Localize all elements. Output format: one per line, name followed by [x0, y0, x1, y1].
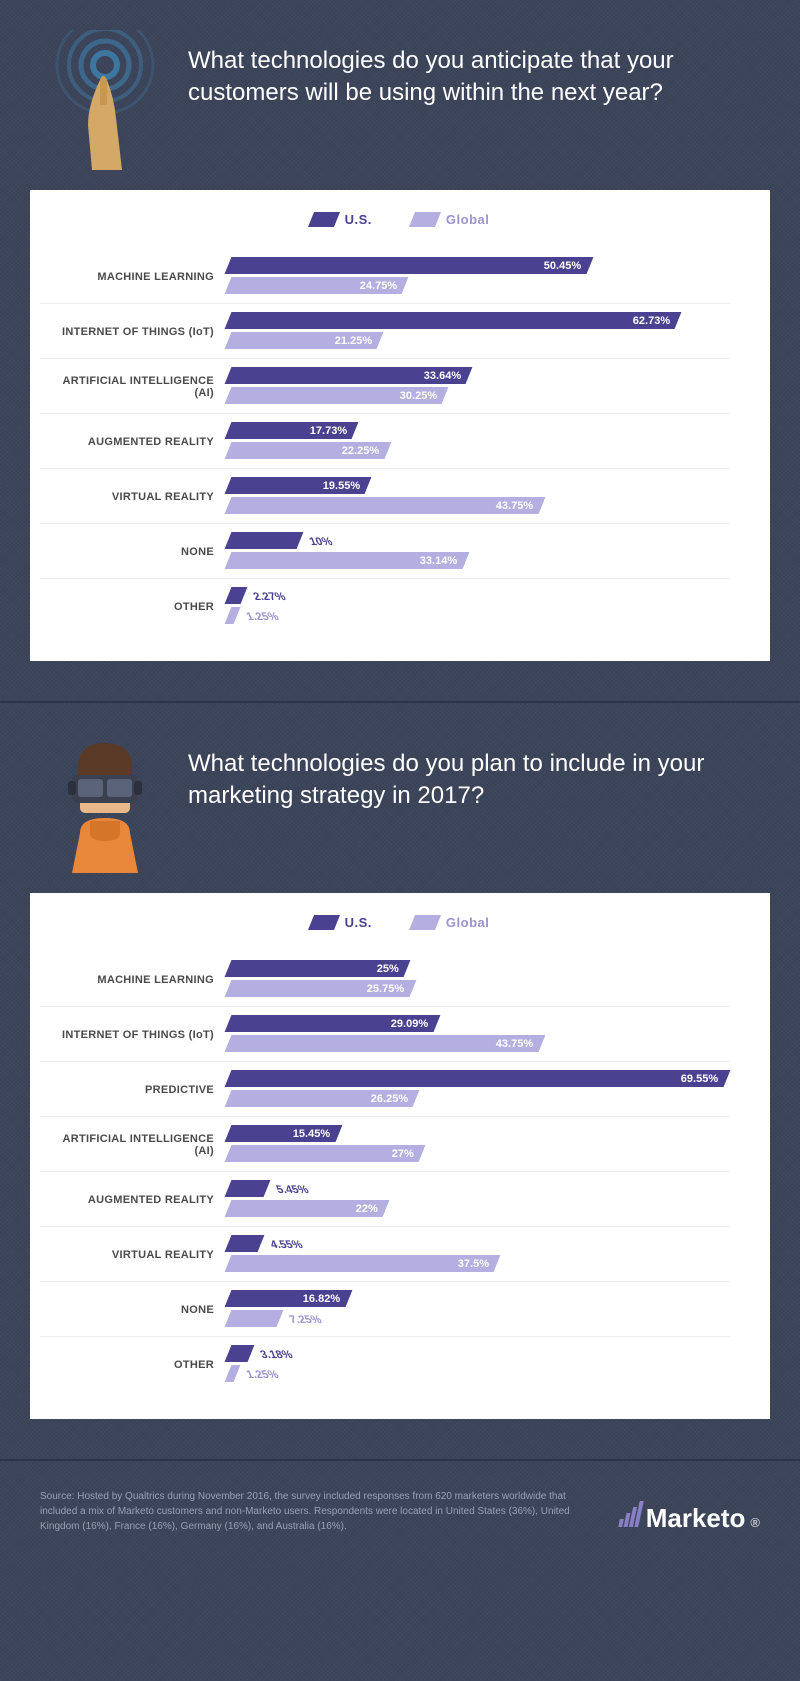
row-label: NONE	[40, 1304, 228, 1316]
bar-us: 33.64%	[225, 367, 473, 384]
bar-global: 24.75%	[225, 277, 409, 294]
bar-us: 25%	[225, 960, 411, 977]
row-label: INTERNET OF THINGS (IoT)	[40, 326, 228, 338]
chart-panel: What technologies do you anticipate that…	[0, 0, 800, 703]
bar-global: 30.25%	[225, 387, 449, 404]
bar-row: INTERNET OF THINGS (IoT) 62.73% 21.25%	[40, 303, 730, 352]
footer: Source: Hosted by Qualtrics during Novem…	[0, 1461, 800, 1582]
bar-us	[225, 1180, 271, 1197]
bar-global: 37.5%	[225, 1255, 501, 1272]
row-label: NONE	[40, 546, 228, 558]
row-label: VIRTUAL REALITY	[40, 491, 228, 503]
row-label: MACHINE LEARNING	[40, 974, 228, 986]
bar-global: 27%	[225, 1145, 425, 1162]
bar-us: 69.55%	[225, 1070, 731, 1087]
row-label: OTHER	[40, 601, 228, 613]
bar-global: 33.14%	[225, 552, 470, 569]
bar-row: AUGMENTED REALITY 5.45% 22%	[40, 1171, 730, 1220]
row-label: PREDICTIVE	[40, 1084, 228, 1096]
bar-row: MACHINE LEARNING 25% 25.75%	[40, 952, 730, 1000]
legend: U.S. Global	[30, 198, 770, 249]
bar-global: 43.75%	[225, 497, 546, 514]
bar-global: 43.75%	[225, 1035, 546, 1052]
legend-us: U.S.	[311, 212, 372, 227]
bar-row: INTERNET OF THINGS (IoT) 29.09% 43.75%	[40, 1006, 730, 1055]
vr-icon	[30, 733, 170, 873]
bar-us	[225, 1345, 255, 1362]
bar-us: 19.55%	[225, 477, 372, 494]
bar-global: 26.25%	[225, 1090, 420, 1107]
row-label: AUGMENTED REALITY	[40, 436, 228, 448]
legend-us: U.S.	[311, 915, 372, 930]
bar-global: 22.25%	[225, 442, 391, 459]
bar-row: NONE 10% 33.14%	[40, 523, 730, 572]
legend-global: Global	[412, 915, 489, 930]
brand-logo: Marketo®	[619, 1501, 760, 1534]
bar-row: ARTIFICIAL INTELLIGENCE (AI) 15.45% 27%	[40, 1116, 730, 1165]
bar-row: OTHER 3.18% 1.25%	[40, 1336, 730, 1385]
bar-us: 17.73%	[225, 422, 359, 439]
bar-row: NONE 16.82% 7.25%	[40, 1281, 730, 1330]
row-label: ARTIFICIAL INTELLIGENCE (AI)	[40, 375, 228, 399]
bar-us: 50.45%	[225, 257, 594, 274]
chart-panel: What technologies do you plan to include…	[0, 703, 800, 1461]
bar-row: ARTIFICIAL INTELLIGENCE (AI) 33.64% 30.2…	[40, 358, 730, 407]
panel-title: What technologies do you plan to include…	[188, 733, 770, 813]
bar-us: 16.82%	[225, 1290, 352, 1307]
source-text: Source: Hosted by Qualtrics during Novem…	[40, 1489, 589, 1534]
bar-row: PREDICTIVE 69.55% 26.25%	[40, 1061, 730, 1110]
row-label: VIRTUAL REALITY	[40, 1249, 228, 1261]
bar-row: AUGMENTED REALITY 17.73% 22.25%	[40, 413, 730, 462]
chart-card: U.S. Global MACHINE LEARNING 50.45% 24.7…	[30, 190, 770, 661]
bar-global	[225, 1310, 284, 1327]
bar-global: 22%	[225, 1200, 390, 1217]
bar-row: VIRTUAL REALITY 19.55% 43.75%	[40, 468, 730, 517]
bar-us	[225, 532, 304, 549]
bar-us: 15.45%	[225, 1125, 343, 1142]
bar-us: 29.09%	[225, 1015, 440, 1032]
bar-us: 62.73%	[225, 312, 682, 329]
row-label: OTHER	[40, 1359, 228, 1371]
row-label: ARTIFICIAL INTELLIGENCE (AI)	[40, 1133, 228, 1157]
hand-icon	[30, 30, 170, 170]
legend-global: Global	[412, 212, 489, 227]
bar-global: 25.75%	[225, 980, 417, 997]
panel-title: What technologies do you anticipate that…	[188, 30, 770, 110]
bar-us	[225, 587, 248, 604]
bar-us	[225, 1235, 264, 1252]
bar-row: MACHINE LEARNING 50.45% 24.75%	[40, 249, 730, 297]
row-label: MACHINE LEARNING	[40, 271, 228, 283]
legend: U.S. Global	[30, 901, 770, 952]
bar-global: 21.25%	[225, 332, 384, 349]
bar-row: OTHER 2.27% 1.25%	[40, 578, 730, 627]
bar-row: VIRTUAL REALITY 4.55% 37.5%	[40, 1226, 730, 1275]
row-label: INTERNET OF THINGS (IoT)	[40, 1029, 228, 1041]
chart-card: U.S. Global MACHINE LEARNING 25% 25.75%	[30, 893, 770, 1419]
row-label: AUGMENTED REALITY	[40, 1194, 228, 1206]
